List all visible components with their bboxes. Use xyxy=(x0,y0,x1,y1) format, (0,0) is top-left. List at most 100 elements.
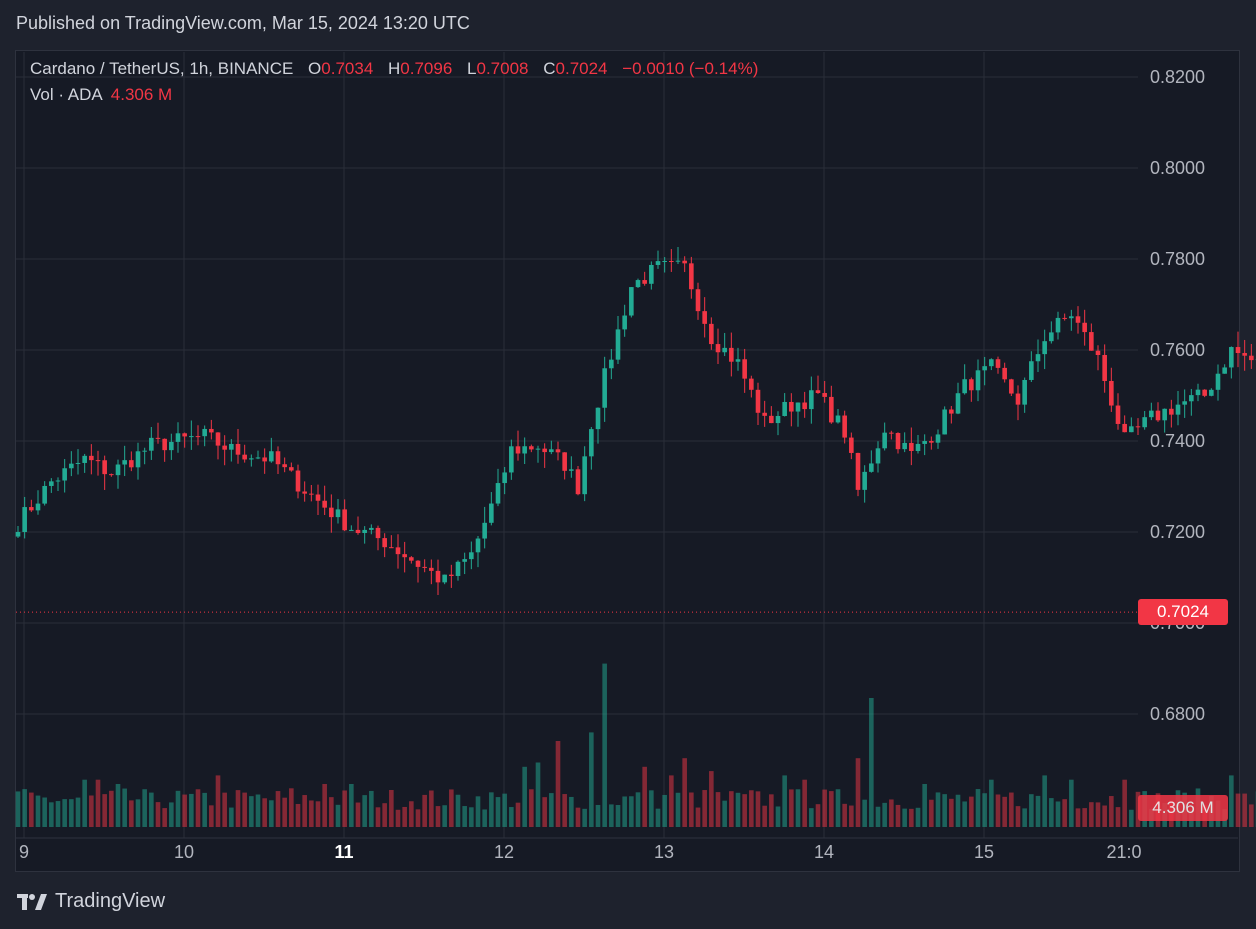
candle-body xyxy=(782,401,787,416)
volume-bar xyxy=(82,779,87,827)
volume-bar xyxy=(402,806,407,827)
volume-bar xyxy=(722,800,727,827)
volume-bar xyxy=(929,799,934,827)
candle-body xyxy=(962,379,967,394)
y-tick-label: 0.7200 xyxy=(1150,522,1205,542)
volume-bar xyxy=(935,792,941,827)
candle-body xyxy=(289,467,294,471)
volume-bar xyxy=(549,793,554,827)
volume-bar xyxy=(182,794,187,827)
volume-bar xyxy=(535,762,541,827)
y-tick-label: 0.8000 xyxy=(1150,158,1205,178)
volume-bar xyxy=(42,797,47,827)
candle-body xyxy=(395,547,401,555)
candle-body xyxy=(382,538,387,548)
volume-bar xyxy=(362,795,367,827)
volume-label[interactable]: Vol · ADA xyxy=(30,85,103,104)
candle-body xyxy=(275,451,281,465)
candle-body xyxy=(835,415,841,423)
chart-frame[interactable] xyxy=(15,50,1240,872)
volume-bar xyxy=(882,802,887,827)
candle-body xyxy=(302,491,307,494)
candle-body xyxy=(1109,380,1114,406)
candle-body xyxy=(1062,317,1067,319)
candle-body xyxy=(822,393,827,397)
volume-bar xyxy=(249,796,254,827)
candle-body xyxy=(195,436,201,438)
candle-body xyxy=(495,483,501,504)
volume-bar xyxy=(809,808,814,827)
last-price-tag: 0.7024 xyxy=(1138,599,1228,626)
volume-bar xyxy=(1015,806,1021,827)
candle-body xyxy=(375,527,381,539)
symbol-label[interactable]: Cardano / TetherUS, 1h, BINANCE xyxy=(30,59,294,78)
volume-bar xyxy=(349,784,354,827)
candle-body xyxy=(102,460,107,475)
tradingview-logo-icon xyxy=(17,893,47,910)
tradingview-brand[interactable]: TradingView xyxy=(17,890,165,913)
volume-bar xyxy=(155,802,161,827)
volume-bar xyxy=(435,806,441,827)
volume-bar xyxy=(582,808,587,827)
volume-bar xyxy=(729,791,734,827)
high-value: 0.7096 xyxy=(400,59,453,78)
volume-bar xyxy=(309,800,314,827)
volume-bar xyxy=(849,805,854,827)
candle-body xyxy=(22,507,27,532)
volume-bar xyxy=(169,802,174,827)
volume-bar xyxy=(1055,801,1061,827)
candle-body xyxy=(402,554,407,558)
candle-body xyxy=(769,415,774,424)
x-tick-label: 12 xyxy=(494,842,514,862)
candle-body xyxy=(435,570,441,583)
candle-body xyxy=(1115,405,1121,424)
candle-body xyxy=(255,457,261,459)
volume-bar xyxy=(162,808,167,827)
candle-body xyxy=(729,347,734,362)
candle-body xyxy=(609,359,614,369)
high-label: H xyxy=(388,59,401,78)
volume-bar xyxy=(1129,809,1134,827)
candle-body xyxy=(949,409,954,414)
volume-bar xyxy=(1069,779,1074,827)
candle-body xyxy=(1189,395,1194,402)
candle-body xyxy=(215,432,221,446)
candle-body xyxy=(1235,347,1241,354)
candle-body xyxy=(1095,350,1101,356)
volume-bar xyxy=(209,805,214,827)
volume-bar xyxy=(1082,808,1087,827)
candle-body xyxy=(1042,341,1047,355)
candle-body xyxy=(689,263,694,290)
candle-body xyxy=(995,359,1001,368)
volume-bar xyxy=(522,766,527,827)
candle-body xyxy=(455,561,461,576)
volume-bar xyxy=(1242,793,1247,827)
candle-body xyxy=(562,452,567,471)
candle-body xyxy=(842,415,847,438)
candle-body xyxy=(982,366,987,371)
volume-bar xyxy=(129,800,134,827)
candle-body xyxy=(642,280,647,284)
candle-body xyxy=(209,428,214,433)
candle-body xyxy=(1075,316,1081,323)
volume-bar xyxy=(15,791,21,827)
candle-body xyxy=(109,474,114,476)
y-tick-label: 0.8200 xyxy=(1150,67,1205,87)
candle-body xyxy=(55,480,61,482)
x-tick-label: 14 xyxy=(814,842,834,862)
candle-body xyxy=(502,472,507,484)
candle-body xyxy=(869,463,874,472)
volume-bar xyxy=(982,793,987,827)
volume-bar xyxy=(1102,805,1107,827)
volume-bar xyxy=(615,805,621,827)
volume-bar xyxy=(382,803,387,827)
candle-body xyxy=(1015,393,1021,405)
candle-body xyxy=(442,574,447,583)
candle-body xyxy=(1149,410,1154,418)
candle-body xyxy=(1049,332,1054,342)
volume-bar xyxy=(689,792,694,827)
candle-body xyxy=(155,437,161,439)
volume-bar xyxy=(949,798,954,827)
volume-bar xyxy=(302,795,307,827)
